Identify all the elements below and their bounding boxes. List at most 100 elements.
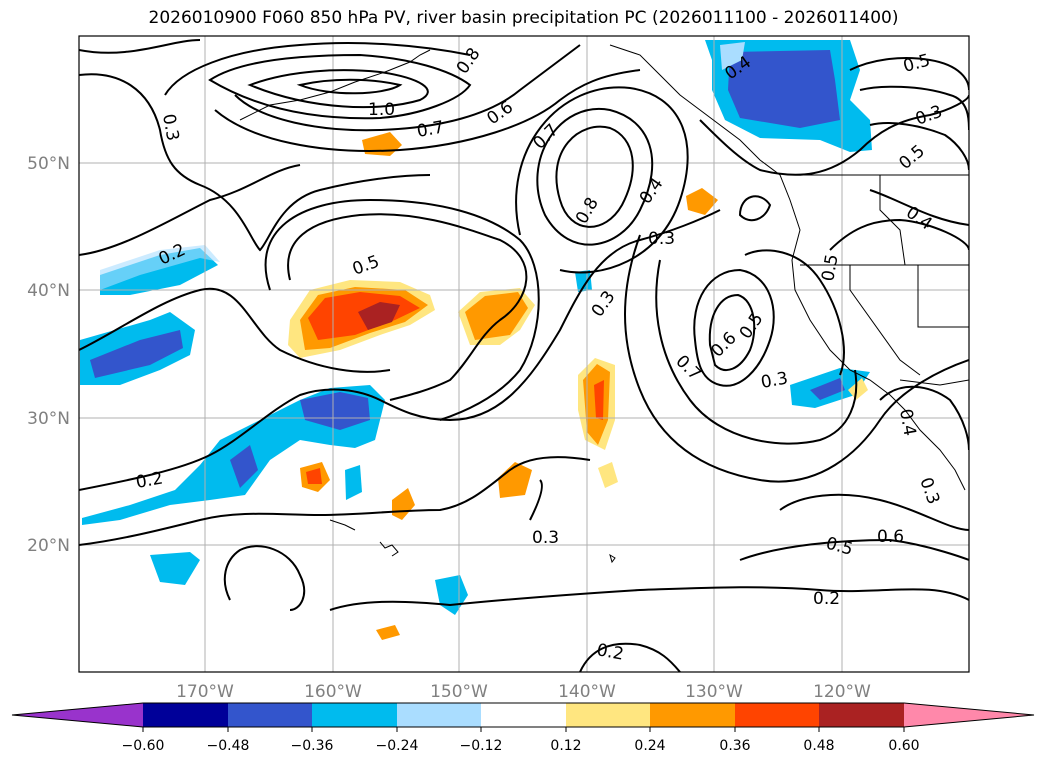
state-border	[849, 265, 921, 376]
colorbar-extend-high	[904, 703, 1034, 727]
contour-line	[287, 213, 528, 401]
contour-line	[79, 209, 721, 491]
contour-line	[655, 259, 858, 445]
precip-shading	[80, 40, 872, 640]
contour-line	[744, 249, 845, 376]
contour-label: 0.7	[415, 118, 445, 142]
lon-label: 140°W	[558, 682, 616, 702]
contour-line	[779, 493, 969, 531]
colorbar-segment	[481, 703, 566, 727]
precip-area	[300, 392, 370, 430]
precip-area	[498, 462, 532, 498]
state-border	[917, 265, 969, 328]
contour-line	[264, 198, 540, 421]
state-border	[899, 379, 969, 386]
contour-line	[234, 44, 581, 132]
contour-label: 0.2	[595, 640, 625, 664]
lat-label: 50°N	[27, 154, 70, 174]
colorbar-tick: 0.48	[803, 738, 834, 754]
contour-line	[247, 69, 429, 109]
lat-labels: 50°N 40°N 30°N 20°N	[27, 154, 70, 556]
contour-line	[529, 479, 543, 521]
contour-line	[79, 287, 391, 373]
colorbar-tick: −0.24	[376, 738, 419, 754]
contour-line	[693, 268, 775, 387]
lon-label: 120°W	[813, 682, 871, 702]
contour-line	[624, 234, 969, 483]
contour-line	[879, 385, 969, 451]
contour-label: 0.5	[818, 253, 842, 283]
colorbar-tick: 0.12	[550, 738, 581, 754]
contour-line	[849, 57, 969, 91]
precip-area	[598, 462, 618, 488]
precip-area	[465, 292, 528, 340]
coastlines	[239, 44, 969, 564]
map-frame	[78, 35, 970, 673]
precip-area	[720, 42, 745, 70]
contour-line	[79, 456, 591, 546]
lon-label: 160°W	[304, 682, 362, 702]
contour-line	[79, 164, 301, 256]
contour-label: 0.3	[158, 112, 182, 142]
colorbar-tick: −0.36	[291, 738, 334, 754]
contour-line	[829, 218, 969, 251]
colorbar-segment	[228, 703, 312, 727]
precip-area	[90, 330, 183, 378]
colorbar-tick: −0.60	[122, 738, 165, 754]
precip-area	[230, 445, 258, 488]
contour-line	[738, 195, 772, 222]
precip-area	[345, 465, 362, 500]
map-title: 2026010900 F060 850 hPa PV, river basin …	[148, 8, 899, 28]
coastline-west-north-america	[609, 44, 966, 491]
contour-label: 0.3	[532, 528, 559, 548]
colorbar-tick: 0.24	[634, 738, 665, 754]
island-hawaii	[329, 519, 356, 531]
contour-line	[555, 125, 634, 228]
precip-area	[575, 270, 592, 292]
coastline-alaska	[239, 49, 431, 121]
contour-line	[208, 53, 472, 120]
contour-line	[214, 69, 641, 152]
precip-area	[150, 552, 200, 585]
precip-area	[848, 378, 868, 400]
precip-area	[376, 625, 400, 640]
contour-line	[708, 293, 756, 371]
colorbar-extend-low	[12, 703, 143, 727]
contour-line	[223, 545, 306, 611]
colorbar: −0.60 −0.48 −0.36 −0.24 −0.12 0.12 0.24 …	[11, 702, 1035, 754]
lon-label: 170°W	[176, 682, 234, 702]
precip-area	[100, 245, 220, 290]
precip-area	[728, 50, 840, 128]
pv-contours	[79, 39, 969, 672]
contour-line	[739, 538, 969, 561]
colorbar-segment	[312, 703, 397, 727]
contour-line	[859, 85, 969, 131]
contour-line	[579, 642, 681, 672]
contour-line	[329, 586, 969, 611]
precip-area	[594, 380, 604, 420]
lat-label: 20°N	[27, 536, 70, 556]
contour-label: 0.3	[759, 369, 789, 393]
colorbar-segment	[650, 703, 735, 727]
contour-line	[164, 42, 471, 96]
colorbar-tick: 0.60	[888, 738, 919, 754]
contour-line	[869, 122, 969, 171]
island	[609, 553, 616, 564]
lon-label: 130°W	[685, 682, 743, 702]
contour-line	[699, 94, 969, 176]
precip-area	[686, 188, 718, 215]
lat-label: 30°N	[27, 409, 70, 429]
colorbar-segment	[143, 703, 228, 727]
contour-line	[79, 73, 431, 252]
contour-label: 0.2	[134, 469, 164, 493]
contour-line	[536, 107, 654, 246]
colorbar-tick: 0.36	[719, 738, 750, 754]
colorbar-segment	[397, 703, 481, 727]
lon-label: 150°W	[430, 682, 488, 702]
contour-label: 0.4	[895, 407, 919, 437]
colorbar-segment	[735, 703, 819, 727]
contour-label: 0.6	[877, 527, 904, 547]
contour-label: 1.0	[368, 100, 395, 120]
colorbar-tick: −0.48	[207, 738, 250, 754]
